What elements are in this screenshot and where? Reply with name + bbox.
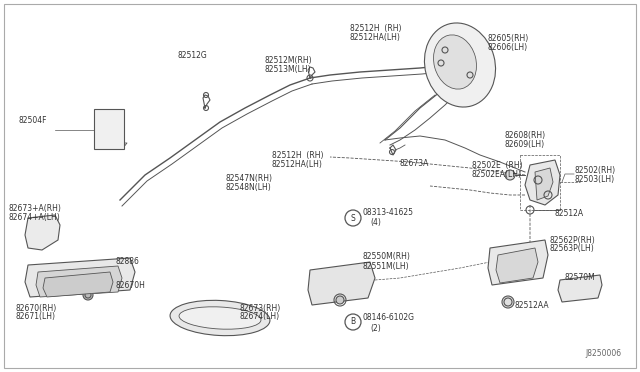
Ellipse shape — [433, 35, 477, 89]
Text: 82512A: 82512A — [555, 208, 584, 218]
Text: 82670(RH): 82670(RH) — [15, 304, 56, 312]
Text: 82562P(RH): 82562P(RH) — [550, 235, 596, 244]
Text: B: B — [351, 317, 356, 327]
Text: 82512H  (RH): 82512H (RH) — [350, 23, 401, 32]
Text: 82886: 82886 — [115, 257, 139, 266]
Ellipse shape — [179, 307, 261, 329]
Text: (4): (4) — [370, 218, 381, 227]
Text: 82673+A(RH): 82673+A(RH) — [8, 203, 61, 212]
Text: 82673(RH): 82673(RH) — [240, 304, 281, 312]
Text: 82512HA(LH): 82512HA(LH) — [350, 32, 401, 42]
Text: (2): (2) — [370, 324, 381, 333]
Text: 82570M: 82570M — [565, 273, 596, 282]
Text: 82670H: 82670H — [115, 280, 145, 289]
Text: 82502E  (RH): 82502E (RH) — [472, 160, 523, 170]
Polygon shape — [558, 275, 602, 302]
Polygon shape — [525, 160, 560, 205]
Text: 82548N(LH): 82548N(LH) — [225, 183, 271, 192]
Polygon shape — [36, 266, 122, 297]
Text: 82550M(RH): 82550M(RH) — [363, 253, 411, 262]
Text: 82671(LH): 82671(LH) — [15, 312, 55, 321]
Text: J8250006: J8250006 — [586, 349, 622, 358]
Polygon shape — [496, 248, 538, 283]
Text: 82551M(LH): 82551M(LH) — [363, 262, 410, 270]
Polygon shape — [308, 262, 375, 305]
FancyBboxPatch shape — [94, 109, 124, 149]
Text: S: S — [351, 214, 355, 222]
Text: 82512AA: 82512AA — [515, 301, 550, 310]
Text: 82503(LH): 82503(LH) — [575, 174, 615, 183]
Text: 82504F: 82504F — [18, 115, 47, 125]
Polygon shape — [25, 215, 60, 250]
Text: 82512H  (RH): 82512H (RH) — [272, 151, 323, 160]
Text: 82609(LH): 82609(LH) — [505, 140, 545, 148]
Text: 08146-6102G: 08146-6102G — [363, 314, 415, 323]
Circle shape — [336, 296, 344, 304]
Text: 82563P(LH): 82563P(LH) — [550, 244, 595, 253]
Circle shape — [505, 170, 515, 180]
Polygon shape — [43, 272, 113, 297]
Text: 82512G: 82512G — [178, 51, 208, 60]
Text: 82673A: 82673A — [400, 158, 429, 167]
Text: 82606(LH): 82606(LH) — [488, 42, 528, 51]
Text: 82605(RH): 82605(RH) — [488, 33, 529, 42]
Text: 82608(RH): 82608(RH) — [505, 131, 546, 140]
Polygon shape — [535, 168, 553, 200]
Polygon shape — [488, 240, 548, 285]
Ellipse shape — [170, 300, 270, 336]
Text: 82512HA(LH): 82512HA(LH) — [272, 160, 323, 169]
Ellipse shape — [424, 23, 495, 107]
Text: 08313-41625: 08313-41625 — [363, 208, 414, 217]
Circle shape — [83, 290, 93, 300]
Circle shape — [502, 296, 514, 308]
Text: 82674+A(LH): 82674+A(LH) — [8, 212, 60, 221]
Text: 82547N(RH): 82547N(RH) — [225, 173, 272, 183]
Text: 82502EA(LH): 82502EA(LH) — [472, 170, 522, 179]
Text: 82512M(RH): 82512M(RH) — [265, 55, 312, 64]
Text: 82502(RH): 82502(RH) — [575, 166, 616, 174]
Text: 82513M(LH): 82513M(LH) — [265, 64, 312, 74]
Polygon shape — [25, 258, 135, 297]
Text: 82674(LH): 82674(LH) — [240, 312, 280, 321]
